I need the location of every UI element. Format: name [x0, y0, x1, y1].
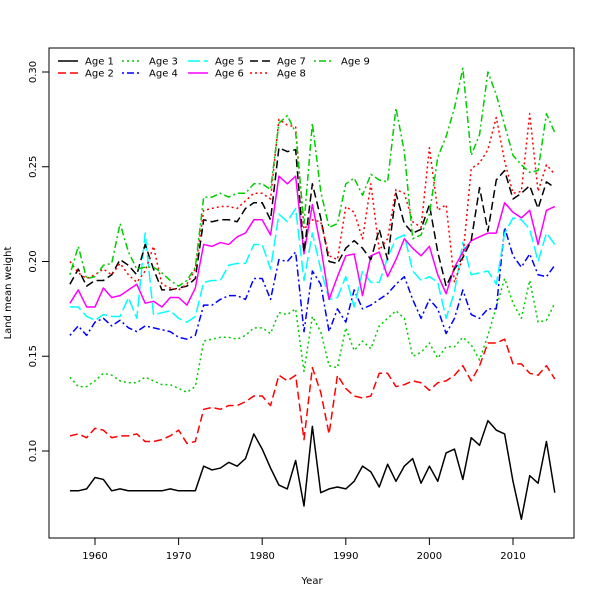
legend-item: Age 8 [250, 69, 306, 80]
series-line-age-7 [69, 147, 556, 291]
legend-label: Age 1 [85, 57, 114, 68]
x-tick: 2000 [417, 538, 442, 562]
series-line-age-2 [69, 338, 556, 445]
legend-item: Age 6 [188, 69, 244, 80]
y-tick: 0.10 [28, 440, 49, 462]
x-tick-label: 2010 [500, 551, 525, 562]
legend-label: Age 4 [149, 69, 178, 80]
y-tick-label: 0.15 [28, 345, 39, 367]
series-line-age-8 [69, 112, 556, 291]
y-tick-label: 0.10 [28, 440, 39, 462]
legend-label: Age 2 [85, 69, 114, 80]
legend-item: Age 9 [314, 57, 370, 68]
x-tick-label: 1980 [249, 551, 274, 562]
y-tick-label: 0.30 [28, 61, 39, 83]
y-tick: 0.25 [28, 156, 49, 178]
x-tick-label: 2000 [417, 551, 442, 562]
series-line-age-9 [69, 67, 556, 287]
legend-label: Age 7 [277, 57, 306, 68]
legend-item: Age 4 [122, 69, 178, 80]
x-axis-title: Year [300, 576, 323, 587]
series-layer [69, 67, 556, 520]
series-line-age-3 [69, 277, 556, 393]
legend-label: Age 8 [277, 69, 306, 80]
legend-label: Age 3 [149, 57, 178, 68]
legend-item: Age 5 [188, 57, 244, 68]
x-tick: 1980 [249, 538, 275, 562]
x-tick: 2010 [500, 538, 526, 562]
x-axis: 1960 1970 1980 1990 2000 2010 [82, 538, 526, 562]
legend-label: Age 9 [341, 57, 370, 68]
y-tick: 0.20 [28, 250, 49, 273]
x-tick: 1970 [166, 538, 191, 562]
y-tick-label: 0.25 [28, 156, 39, 178]
x-tick-label: 1960 [82, 551, 107, 562]
legend-item: Age 1 [58, 57, 114, 68]
y-tick: 0.30 [28, 61, 49, 83]
plot-frame [48, 47, 575, 539]
x-tick: 1990 [333, 538, 359, 562]
series-line-age-6 [69, 175, 556, 308]
y-axis: 0.10 0.15 0.20 0.25 0.30 [28, 61, 49, 462]
y-axis-title: Land mean weight [3, 247, 14, 340]
y-tick: 0.15 [28, 345, 49, 367]
series-line-age-5 [69, 207, 556, 323]
legend-item: Age 2 [58, 69, 114, 80]
legend-label: Age 6 [215, 69, 244, 80]
x-tick: 1960 [82, 538, 108, 562]
legend-label: Age 5 [215, 57, 244, 68]
x-tick-label: 1990 [333, 551, 358, 562]
series-line-age-1 [69, 419, 556, 520]
x-tick-label: 1970 [166, 551, 191, 562]
legend-item: Age 3 [122, 57, 178, 68]
legend-item: Age 7 [250, 57, 306, 68]
series-line-age-4 [69, 226, 556, 340]
y-tick-label: 0.20 [28, 250, 39, 272]
